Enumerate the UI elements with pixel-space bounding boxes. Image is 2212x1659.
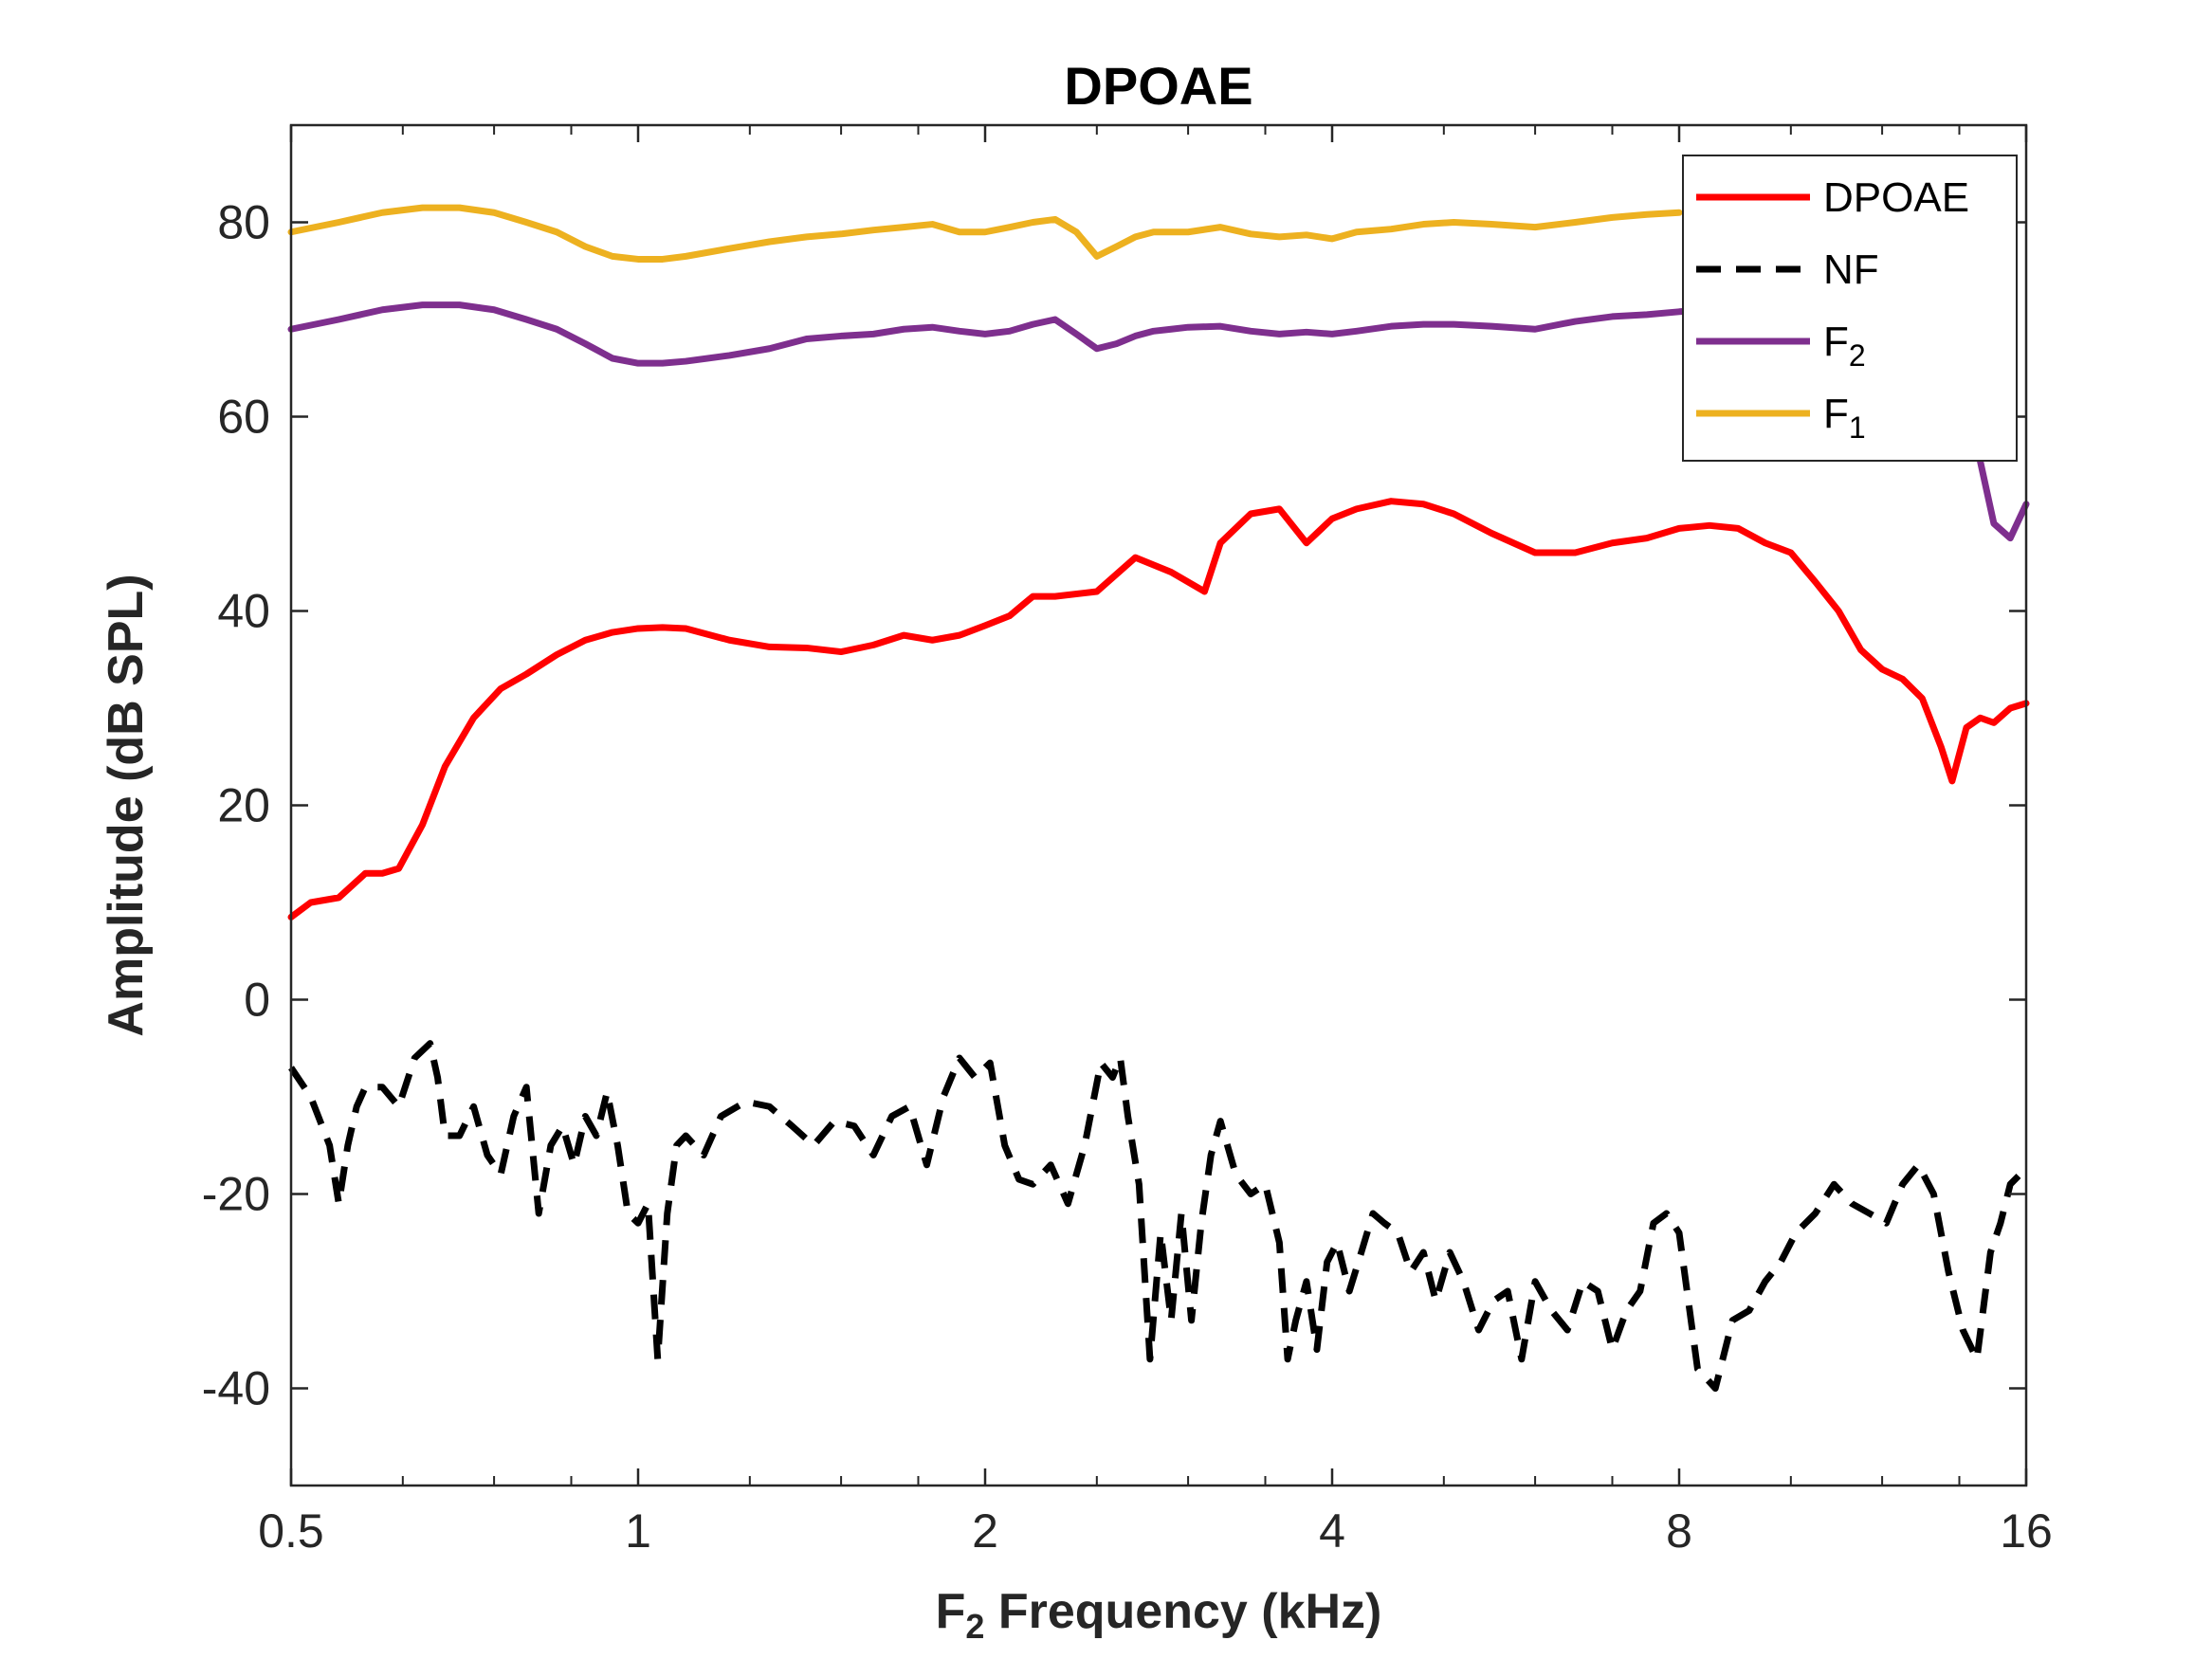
x-tick-label: 0.5 [258, 1504, 324, 1558]
y-tick-label: 40 [217, 585, 270, 638]
y-tick-label: -20 [202, 1168, 270, 1221]
x-axis-title-subscript: 2 [965, 1607, 984, 1646]
y-axis-title: Amplitude (dB SPL) [99, 574, 154, 1036]
legend-item-f1: F1 [1696, 391, 1866, 445]
y-tick-label: 20 [217, 779, 270, 832]
y-tick-labels: -40 -20 0 20 40 60 80 [202, 196, 270, 1415]
x-tick-label: 1 [625, 1504, 651, 1558]
legend-item-dpoae: DPOAE [1696, 174, 1969, 221]
legend-item-f2: F2 [1696, 319, 1866, 373]
series-line-dpoae [287, 498, 2030, 921]
x-tick-labels: 0.5 1 2 4 8 16 [258, 1504, 2053, 1558]
x-tick-label: 4 [1319, 1504, 1345, 1558]
x-tick-label: 8 [1666, 1504, 1692, 1558]
y-tick-label: -40 [202, 1362, 270, 1415]
x-tick-label: 16 [2000, 1504, 2053, 1558]
legend-label: F1 [1823, 391, 1866, 445]
axes-box [289, 123, 2028, 1487]
legend-box [1682, 155, 2018, 462]
legend-label: NF [1823, 246, 1879, 293]
legend-item-nf: NF [1696, 246, 1879, 293]
series-line-f1 [287, 204, 1683, 263]
x-axis-title: F2 Frequency (kHz) [936, 1584, 1382, 1646]
y-tick-label: 60 [217, 391, 270, 444]
x-axis-title-prefix: F [936, 1584, 966, 1639]
legend: DPOAE NF F2 F1 [1682, 155, 2018, 462]
legend-label: DPOAE [1823, 174, 1969, 221]
x-axis-title-suffix: Frequency (kHz) [984, 1584, 1381, 1639]
chart-title: DPOAE [1064, 56, 1252, 116]
legend-label: F2 [1823, 319, 1866, 373]
y-tick-label: 0 [244, 974, 270, 1027]
x-tick-label: 2 [972, 1504, 998, 1558]
legend-items: DPOAE NF F2 F1 [1696, 174, 1969, 445]
series-line-nf [288, 1040, 2029, 1392]
y-tick-label: 80 [217, 196, 270, 249]
